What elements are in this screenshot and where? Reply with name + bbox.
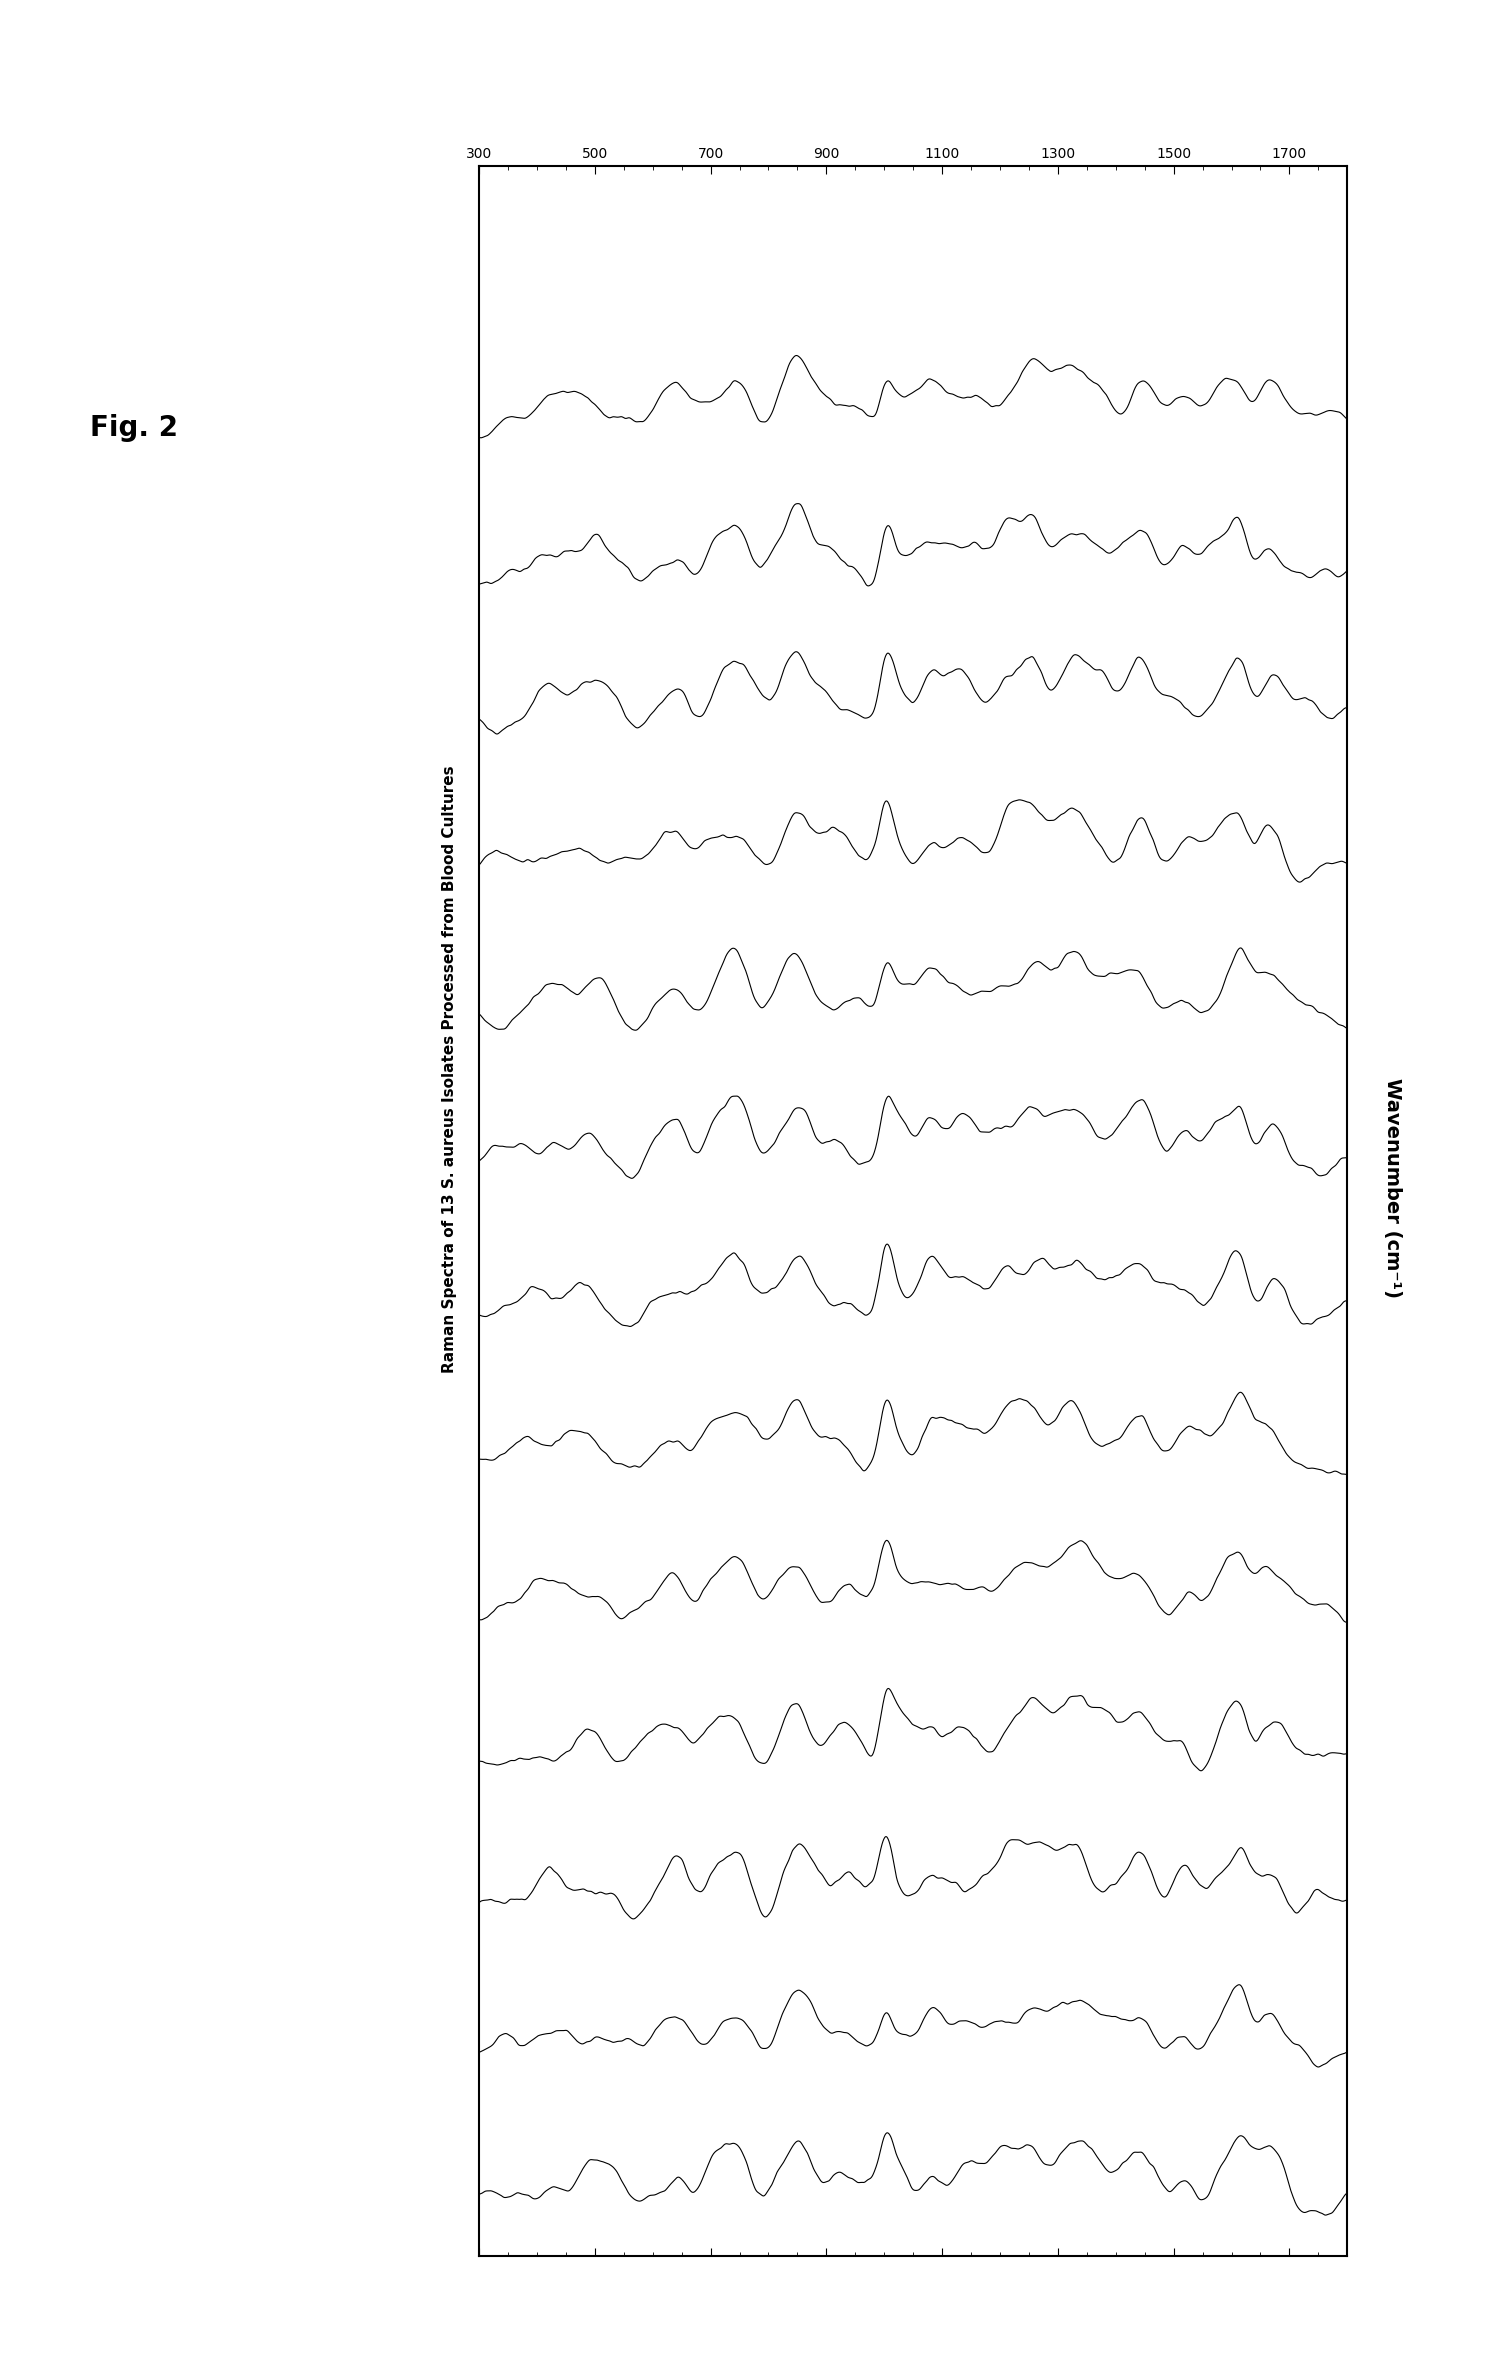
- Text: Raman Spectra of 13 S. aureus Isolates Processed from Blood Cultures: Raman Spectra of 13 S. aureus Isolates P…: [442, 765, 457, 1373]
- Text: Wavenumber (cm⁻¹): Wavenumber (cm⁻¹): [1383, 1078, 1401, 1297]
- Text: Fig. 2: Fig. 2: [90, 413, 178, 442]
